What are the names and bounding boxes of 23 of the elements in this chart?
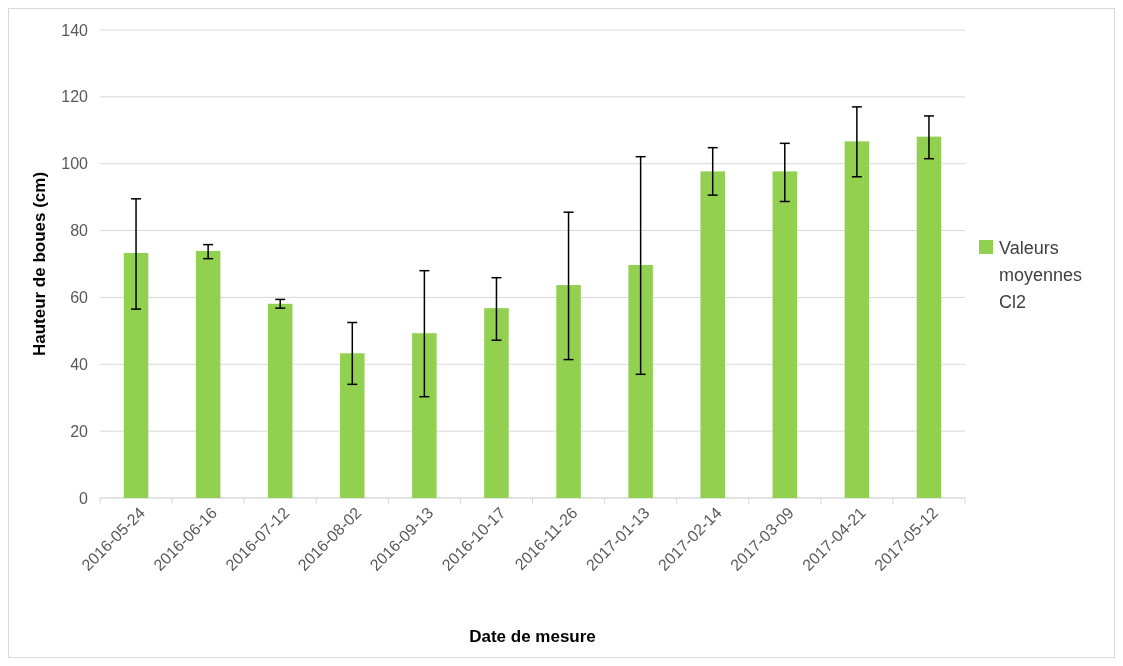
- bar: [123, 252, 149, 498]
- y-tick-label: 120: [61, 88, 89, 106]
- bar: [844, 141, 870, 498]
- y-tick-label: 100: [61, 155, 89, 173]
- bar: [628, 265, 653, 498]
- bar: [267, 303, 293, 498]
- y-tick-label: 0: [79, 489, 89, 507]
- legend-label: Valeurs moyennes Cl2: [999, 238, 1083, 313]
- y-tick-label: 40: [70, 355, 89, 373]
- y-tick-label: 140: [61, 21, 89, 39]
- bar: [412, 333, 437, 498]
- bar: [700, 171, 725, 498]
- y-tick-label: 20: [70, 422, 89, 440]
- y-tick-label: 60: [70, 289, 89, 307]
- bar: [340, 353, 365, 498]
- bar: [556, 285, 581, 498]
- bar: [484, 308, 509, 498]
- x-axis-title: Date de mesure: [469, 627, 596, 646]
- y-axis-title: Hauteur de boues (cm): [30, 171, 49, 357]
- y-tick-label: 80: [70, 222, 89, 240]
- bar: [916, 136, 942, 498]
- bar: [772, 171, 798, 498]
- bar: [195, 250, 221, 498]
